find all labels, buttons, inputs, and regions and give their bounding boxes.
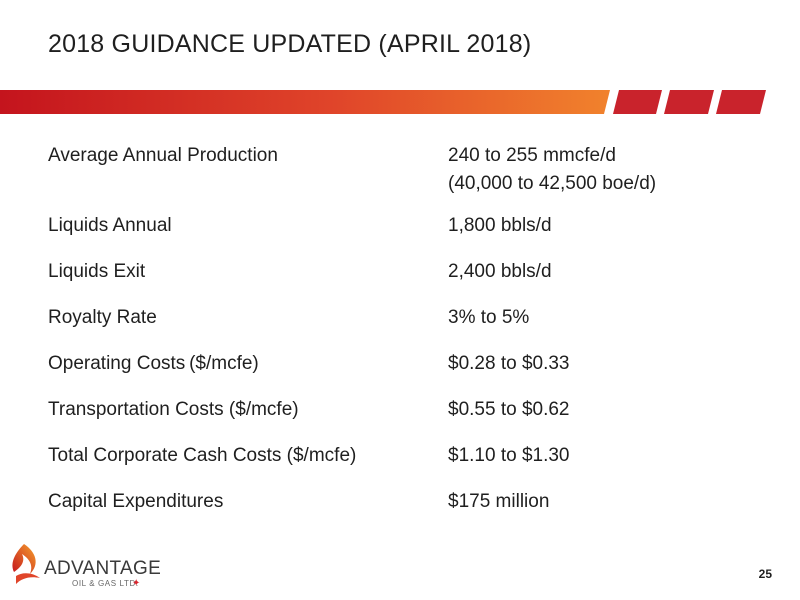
row-label: Average Annual Production (48, 145, 278, 166)
row-label: Liquids Exit (48, 261, 146, 282)
header-banner (0, 90, 800, 114)
row-value: 2,400 bbls/d (448, 261, 552, 282)
row-value: $0.28 to $0.33 (448, 353, 570, 374)
row-value: $175 million (448, 491, 550, 512)
row-value-line1: 240 to 255 mmcfe/d (448, 145, 616, 166)
company-logo: ADVANTAGE OIL & GAS LTD. ✦ (6, 542, 161, 592)
logo-wordmark: ADVANTAGE (44, 558, 162, 579)
maple-leaf-icon: ✦ (132, 578, 141, 589)
row-label: Total Corporate Cash Costs ($/mcfe) (48, 445, 357, 466)
row-value-line2: (40,000 to 42,500 boe/d) (448, 173, 657, 194)
logo-subtitle: OIL & GAS LTD. (72, 579, 139, 588)
row-value: 1,800 bbls/d (448, 215, 552, 236)
row-label: Liquids Annual (48, 215, 172, 236)
row-value: $1.10 to $1.30 (448, 445, 570, 466)
row-label: Royalty Rate (48, 307, 157, 328)
slide-title: 2018 GUIDANCE UPDATED (APRIL 2018) (48, 30, 532, 58)
flame-logo-icon (12, 544, 40, 584)
row-label: Operating Costs ($/mcfe) (48, 353, 259, 374)
row-value: 240 to 255 mmcfe/d (40,000 to 42,500 boe… (448, 142, 768, 198)
page-number: 25 (758, 567, 772, 581)
row-label: Capital Expenditures (48, 491, 224, 512)
row-label: Transportation Costs ($/mcfe) (48, 399, 299, 420)
row-value: $0.55 to $0.62 (448, 399, 570, 420)
row-value: 3% to 5% (448, 307, 530, 328)
